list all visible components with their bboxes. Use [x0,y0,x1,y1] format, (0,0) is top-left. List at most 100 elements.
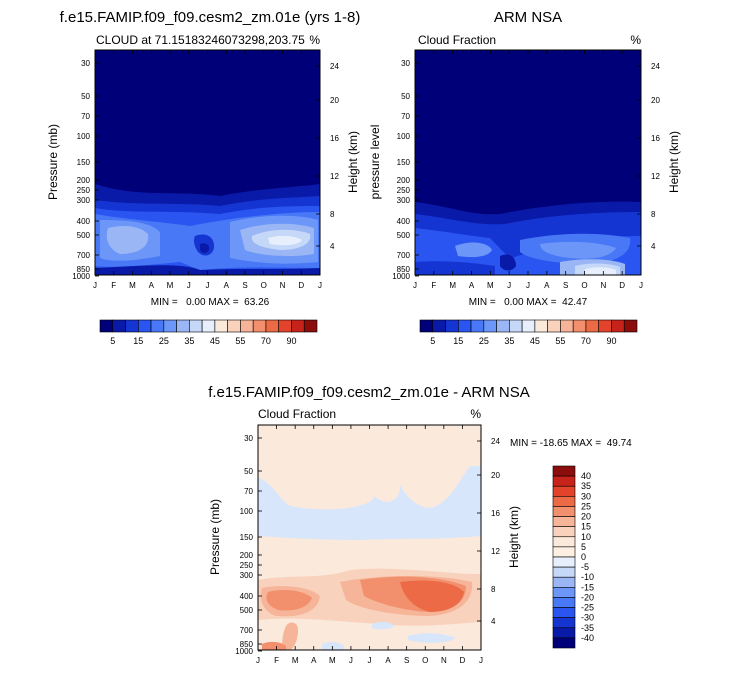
panel-obs-subtitle: Cloud Fraction [418,33,496,47]
x-tick-label: O [581,281,587,290]
y-tick-label: 1000 [392,272,410,281]
colorbar-label: 15 [453,336,463,346]
y-tick-label: 70 [244,487,253,496]
x-tick-label: J [187,281,191,290]
colorbar-label: -30 [581,613,594,623]
y-tick-label: 200 [240,551,254,560]
contour-fill [268,235,302,246]
colorbar-swatch [611,319,625,333]
x-tick-label: A [149,281,155,290]
x-tick-label: S [404,656,409,665]
contour-fill [322,621,456,650]
y-tick-label: 250 [240,561,254,570]
x-tick-label: M [292,656,299,665]
x-tick-label: M [329,656,336,665]
x-tick-label: J [507,281,511,290]
y2-tick-label: 8 [651,210,656,219]
contour-fill [415,261,495,275]
y-tick-label: 50 [244,467,253,476]
colorbar-label: 5 [581,542,586,552]
x-tick-label: A [311,656,317,665]
colorbar-label: -20 [581,592,594,602]
colorbar-swatch [189,319,203,333]
contour-fill [282,622,298,650]
colorbar-label: 45 [210,336,220,346]
x-tick-label: J [318,281,322,290]
contour-fill [373,475,401,502]
contour-fill [262,641,286,650]
x-tick-label: D [460,656,466,665]
panel-model-units: % [309,33,320,47]
colorbar-label: -15 [581,582,594,592]
colorbar-swatch [303,319,318,333]
colorbar-swatch [432,319,446,333]
colorbar-swatch [552,607,576,618]
x-tick-label: J [206,281,210,290]
x-tick-label: D [298,281,304,290]
y-tick-label: 500 [397,231,411,240]
colorbar-swatch [552,536,576,548]
colorbar-swatch [214,319,228,333]
y-tick-label: 500 [77,231,91,240]
colorbar-swatch [201,319,216,333]
colorbar-label: 30 [581,491,591,501]
y-tick-label: 100 [240,507,254,516]
x-tick-label: D [619,281,625,290]
colorbar-swatch [278,319,292,333]
y2-tick-label: 20 [651,96,660,105]
colorbar-label: 40 [581,471,591,481]
colorbar-swatch [419,319,434,333]
colorbar-label: -25 [581,603,594,613]
colorbar-swatch [552,516,576,527]
colorbar-swatch [227,319,241,333]
panel-diff-subtitle: Cloud Fraction [258,407,336,421]
x-tick-label: M [129,281,136,290]
y2-tick-label: 12 [491,547,500,556]
colorbar-label: 25 [159,336,169,346]
panel-model-stats: MIN = 0.00 MAX = 63.26 [151,297,270,308]
y-tick-label: 250 [397,186,411,195]
y-tick-label: 150 [77,158,91,167]
x-tick-label: F [431,281,436,290]
colorbar-label: 35 [581,481,591,491]
panel-obs: ARM NSA Cloud Fraction % J F M A M J J A S O N D J 30… [368,9,681,308]
y-tick-label: 150 [240,533,254,542]
panel-obs-stats: MIN = 0.00 MAX = 42.47 [469,297,588,308]
contour-fill [106,223,315,257]
y-tick-label: 300 [77,196,91,205]
colorbar-swatch [552,496,576,507]
colorbar-label: -5 [581,562,589,572]
colorbar-swatch [150,319,165,333]
panel-diff-contours [258,425,481,650]
y-tick-label: 400 [397,217,411,226]
colorbar-swatch [552,627,576,639]
y-tick-label: 70 [401,112,410,121]
y-tick-label: 300 [240,571,254,580]
y2-tick-label: 4 [651,242,656,251]
y-tick-label: 850 [397,265,411,274]
colorbar-swatch [552,617,576,629]
colorbar-label: 25 [479,336,489,346]
colorbar-label: 15 [581,522,591,532]
colorbar-label: -35 [581,623,594,633]
y-tick-label: 50 [81,92,90,101]
colorbar-label: 35 [184,336,194,346]
colorbar-label: 45 [530,336,540,346]
colorbar-swatch [509,319,523,333]
x-tick-label: O [261,281,267,290]
panel-obs-ylabel: pressure level [368,125,382,200]
colorbar-swatch [496,319,510,333]
colorbar-swatch [291,319,305,333]
x-tick-label: F [274,656,279,665]
x-tick-label: A [224,281,230,290]
panel-model: f.e15.FAMIP.f09_f09.cesm2_zm.01e (yrs 1-… [46,9,360,308]
y2-tick-label: 16 [651,134,660,143]
y2-tick-label: 8 [330,210,335,219]
panel-model-ylabel-right: Height (km) [346,131,360,193]
y-tick-label: 30 [244,434,253,443]
x-tick-label: M [449,281,456,290]
y-tick-label: 200 [397,176,411,185]
